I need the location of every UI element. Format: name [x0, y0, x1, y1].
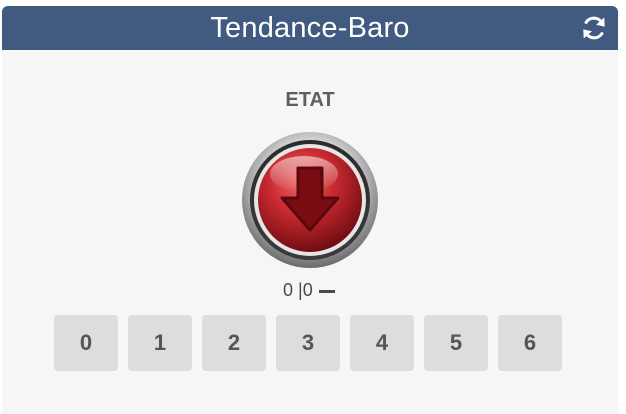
choice-button-3[interactable]: 3	[276, 315, 340, 371]
choice-button-1[interactable]: 1	[128, 315, 192, 371]
state-choices: 0 1 2 3 4 5 6	[54, 315, 562, 371]
minus-icon	[318, 290, 335, 293]
choice-button-0[interactable]: 0	[54, 315, 118, 371]
widget-header: Tendance-Baro	[2, 6, 618, 50]
choice-button-6[interactable]: 6	[498, 315, 562, 371]
choice-button-5[interactable]: 5	[424, 315, 488, 371]
state-label: ETAT	[285, 89, 335, 111]
widget-title: Tendance-Baro	[210, 11, 410, 44]
value-text: 0 |0	[283, 280, 313, 300]
choice-button-4[interactable]: 4	[350, 315, 414, 371]
refresh-icon[interactable]	[580, 14, 608, 42]
arrow-down-icon	[242, 132, 378, 268]
choice-button-2[interactable]: 2	[202, 315, 266, 371]
state-indicator	[240, 130, 380, 270]
value-readout: 0 |0	[283, 280, 335, 301]
barometer-trend-widget: Tendance-Baro ETAT	[2, 6, 618, 414]
